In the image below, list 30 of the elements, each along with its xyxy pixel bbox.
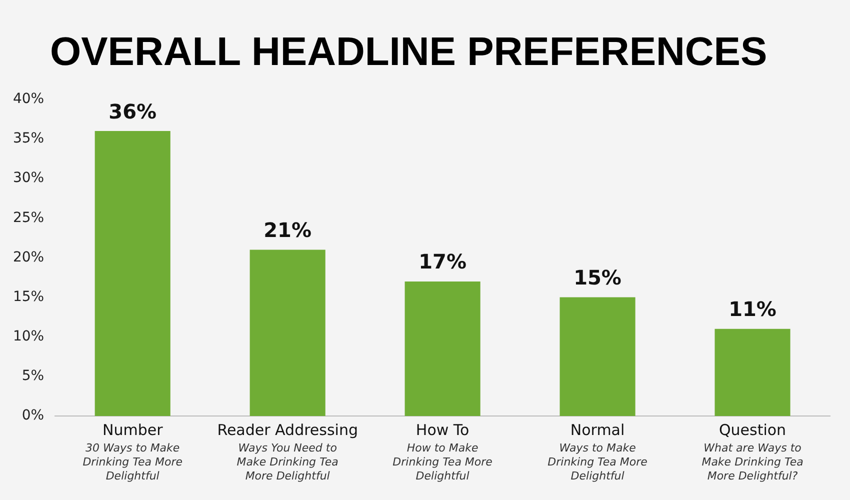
data-label: 36% [108,99,157,124]
x-tick-label: Number [102,420,164,439]
bar [714,328,790,416]
text: 30 Ways to Make Drinking Tea More Delightful [82,441,183,482]
text: How to Make Drinking Tea More Delightful [392,441,493,482]
y-tick-label: 25% [12,210,44,226]
chart-title: OVERALL HEADLINE PREFERENCES [50,30,768,75]
bar [250,250,326,416]
y-tick-label: 30% [12,170,44,186]
data-label: 21% [264,218,312,242]
x-tick-label: Question [718,420,786,439]
bar [94,131,170,416]
x-tick-label: How To [416,420,470,439]
y-tick-label: 35% [12,130,44,147]
y-tick-label: 40% [12,91,44,108]
bar [560,297,636,416]
data-label: 11% [728,297,776,322]
data-label: 17% [418,250,466,274]
data-label: 15% [574,265,622,290]
text: Ways to Make Drinking Tea More Delightful [548,441,648,482]
x-tick-label: Reader Addressing [217,420,358,439]
y-tick-label: 5% [22,368,44,384]
y-tick-label: 20% [12,249,44,266]
y-tick-label: 15% [12,288,44,305]
text: What are Ways to Make Drinking Tea More Delightful? [702,441,804,482]
y-tick-label: 0% [22,408,44,424]
x-tick-label: Normal [570,420,625,439]
bar [404,281,480,416]
y-tick-label: 10% [12,328,44,344]
text: Ways You Need to Make Drinking Tea More Delightful [236,441,339,482]
